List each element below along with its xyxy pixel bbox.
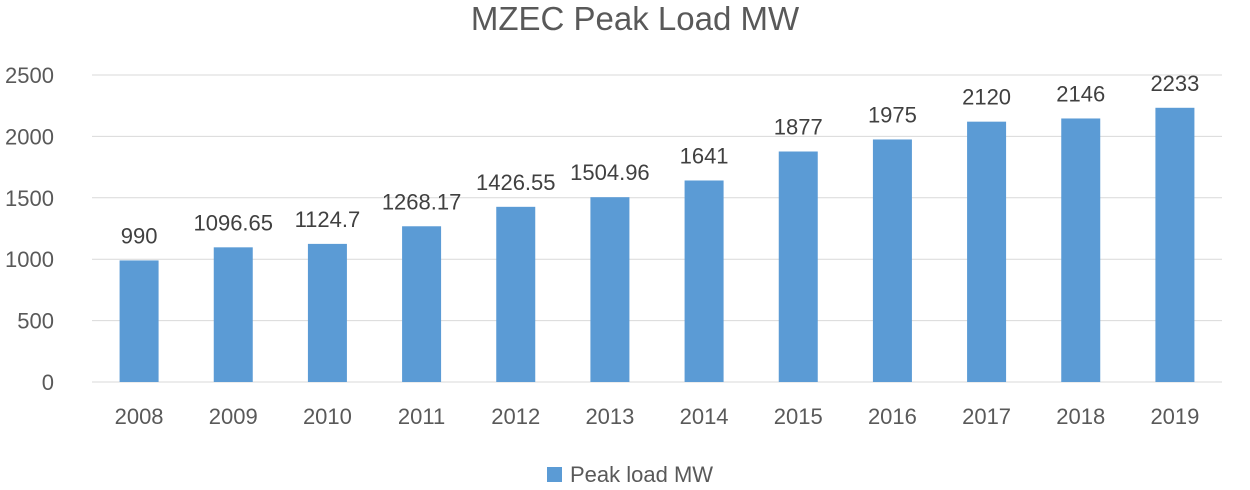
x-tick-label: 2019 xyxy=(1150,404,1199,429)
x-tick-label: 2010 xyxy=(303,404,352,429)
data-label: 1641 xyxy=(680,143,729,168)
y-tick-label: 0 xyxy=(42,370,54,395)
chart-title: MZEC Peak Load MW xyxy=(471,0,800,37)
y-tick-label: 1500 xyxy=(5,186,54,211)
x-tick-label: 2012 xyxy=(491,404,540,429)
bar xyxy=(213,247,253,382)
bar xyxy=(402,226,442,382)
data-label: 1877 xyxy=(774,115,823,140)
x-tick-label: 2018 xyxy=(1056,404,1105,429)
bars xyxy=(119,107,1195,383)
y-tick-label: 2500 xyxy=(5,63,54,88)
data-label: 1504.96 xyxy=(570,160,650,185)
legend-label: Peak load MW xyxy=(570,462,713,487)
x-tick-label: 2017 xyxy=(962,404,1011,429)
x-axis-ticks: 2008 2009 2010 2011 2012 2013 2014 2015 2016 2017… xyxy=(115,404,1200,429)
bar xyxy=(307,243,347,382)
data-label: 2233 xyxy=(1150,71,1199,96)
data-label: 1268.17 xyxy=(382,189,462,214)
x-tick-label: 2014 xyxy=(680,404,729,429)
y-axis-ticks: 0 500 1000 1500 2000 2500 xyxy=(5,63,54,395)
x-tick-label: 2013 xyxy=(585,404,634,429)
bar xyxy=(590,197,630,382)
y-tick-label: 500 xyxy=(17,309,54,334)
legend-swatch xyxy=(547,467,562,482)
data-label: 990 xyxy=(121,223,158,248)
x-tick-label: 2011 xyxy=(398,404,445,429)
x-tick-label: 2009 xyxy=(209,404,258,429)
data-labels: 990 1096.65 1124.7 1268.17 1426.55 1504.96 164… xyxy=(121,71,1200,249)
bar xyxy=(496,206,536,382)
legend: Peak load MW xyxy=(547,462,713,487)
y-tick-label: 2000 xyxy=(5,124,54,149)
data-label: 2120 xyxy=(962,85,1011,110)
y-tick-label: 1000 xyxy=(5,247,54,272)
bar xyxy=(967,121,1007,382)
data-label: 1426.55 xyxy=(476,170,556,195)
x-tick-label: 2008 xyxy=(115,404,164,429)
data-label: 1975 xyxy=(868,102,917,127)
x-tick-label: 2016 xyxy=(868,404,917,429)
bar xyxy=(119,260,159,382)
bar xyxy=(1155,107,1195,382)
bar xyxy=(872,139,912,382)
x-tick-label: 2015 xyxy=(774,404,823,429)
bar xyxy=(778,151,818,382)
bar xyxy=(684,180,724,382)
data-label: 2146 xyxy=(1056,81,1105,106)
gridlines xyxy=(92,74,1222,383)
data-label: 1124.7 xyxy=(295,207,361,232)
bar xyxy=(1061,118,1101,383)
data-label: 1096.65 xyxy=(193,210,273,235)
